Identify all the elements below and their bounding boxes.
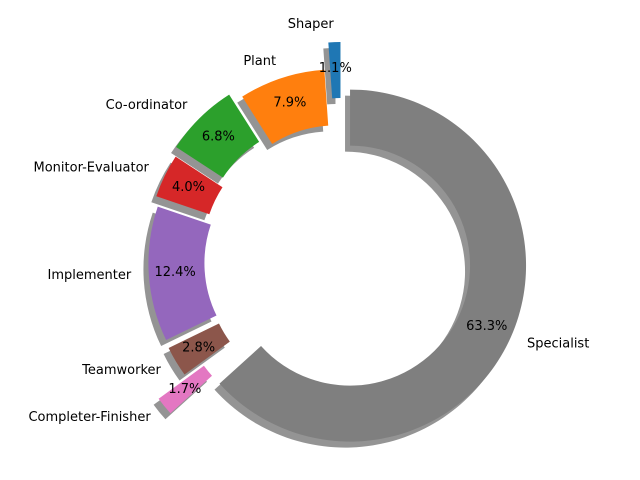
wedges [148,42,527,442]
wedge-completer-finisher [158,365,212,414]
category-label-completer-finisher: Completer-Finisher [28,410,151,425]
wedge-teamworker [168,323,230,375]
wedge-implementer [148,206,217,341]
percent-label-completer-finisher: 1.7% [168,382,201,397]
category-label-implementer: Implementer [48,268,132,283]
wedge-plant [242,69,329,144]
wedge-shaper [328,42,341,99]
wedge-co-ordinator [176,94,260,178]
category-label-specialist: Specialist [527,337,589,352]
percent-label-co-ordinator: 6.8% [202,129,235,144]
wedge-monitor-evaluator [156,156,223,215]
wedge-specialist [219,89,527,442]
percent-label-shaper: 1.1% [319,61,352,76]
percent-label-monitor-evaluator: 4.0% [172,180,205,195]
percent-label-teamworker: 2.8% [182,341,215,356]
percent-label-specialist: 63.3% [466,319,507,334]
category-label-plant: Plant [243,54,276,69]
percent-label-implementer: 12.4% [154,265,195,280]
percent-labels: 1.1% 7.9% 6.8% 4.0% 12.4% 2.8% 1.7% 63.3% [154,61,507,397]
category-label-teamworker: Teamworker [81,363,161,378]
percent-label-plant: 7.9% [273,96,306,111]
category-label-co-ordinator: Co-ordinator [106,98,188,113]
category-label-shaper: Shaper [288,17,335,32]
category-labels: Shaper Plant Co-ordinator Monitor-Evaluator… [28,17,589,425]
category-label-monitor-evaluator: Monitor-Evaluator [34,161,150,176]
